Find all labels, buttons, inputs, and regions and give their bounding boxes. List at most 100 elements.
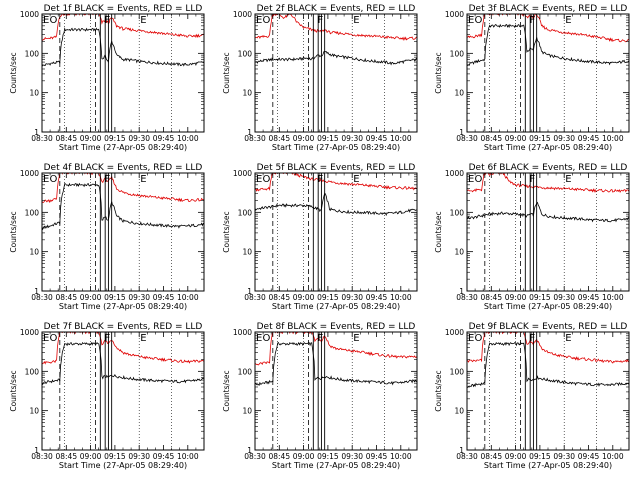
y-tick-label: 100 [238, 367, 253, 376]
panel-title: Det 3f BLACK = Events, RED = LLD [469, 4, 628, 14]
events-line [467, 23, 629, 66]
lld-line [255, 14, 417, 41]
x-tick-label: 09:30 [553, 293, 575, 302]
region-marker: E [256, 174, 262, 185]
region-marker: F [105, 174, 111, 185]
region-marker: E [140, 333, 146, 344]
x-tick-label: 09:00 [80, 134, 102, 143]
x-tick-label: 10:00 [602, 134, 624, 143]
y-tick-label: 100 [25, 208, 40, 217]
x-tick-label: 08:45 [480, 293, 502, 302]
x-tick-label: 09:00 [293, 134, 315, 143]
y-axis-label: Counts/sec [222, 211, 231, 252]
series-group [42, 332, 204, 386]
y-axis-label: Counts/sec [434, 52, 443, 93]
series-group [255, 332, 417, 386]
region-marker: O [49, 15, 57, 26]
x-tick-label: 09:45 [153, 452, 175, 461]
x-tick-label: 09:00 [293, 452, 315, 461]
x-tick-label: 08:30 [456, 452, 478, 461]
x-tick-label: 10:00 [390, 452, 412, 461]
y-axis-label: Counts/sec [434, 211, 443, 252]
x-tick-label: 09:15 [529, 134, 551, 143]
region-marker: O [262, 174, 270, 185]
region-marker: F [530, 333, 536, 344]
y-tick-label: 10 [454, 248, 464, 257]
region-marker: E [353, 15, 359, 26]
x-tick-label: 09:15 [104, 293, 126, 302]
x-tick-label: 10:00 [390, 293, 412, 302]
x-tick-label: 09:00 [505, 293, 527, 302]
x-tick-label: 08:30 [244, 134, 266, 143]
panel-title: Det 9f BLACK = Events, RED = LLD [469, 322, 628, 332]
detector-panel: Det 9f BLACK = Events, RED = LLD 1 10 100 10… [434, 322, 630, 470]
x-tick-label: 09:00 [505, 452, 527, 461]
plot-frame [466, 331, 630, 451]
series-group [467, 14, 629, 66]
y-tick-label: 1000 [233, 328, 252, 337]
detector-panel: Det 2f BLACK = Events, RED = LLD 1 10 100 10… [222, 4, 418, 152]
x-axis-label: Start Time (27-Apr-05 08:29:40) [484, 143, 612, 152]
region-marker: O [262, 333, 270, 344]
region-marker: O [49, 333, 57, 344]
region-marker: F [318, 174, 324, 185]
series-group [467, 332, 629, 388]
x-tick-label: 08:45 [480, 134, 502, 143]
events-line [42, 182, 204, 231]
plot-frame [41, 13, 205, 133]
panel-title: Det 6f BLACK = Events, RED = LLD [469, 163, 628, 173]
panel-title: Det 1f BLACK = Events, RED = LLD [44, 4, 203, 14]
x-axis-label: Start Time (27-Apr-05 08:29:40) [484, 302, 612, 311]
x-tick-label: 08:45 [268, 452, 290, 461]
x-tick-label: 09:45 [366, 293, 388, 302]
region-marker: E [353, 174, 359, 185]
x-tick-label: 10:00 [602, 293, 624, 302]
x-tick-label: 08:45 [268, 293, 290, 302]
x-tick-label: 08:45 [55, 293, 77, 302]
x-tick-label: 09:30 [553, 452, 575, 461]
x-tick-label: 08:30 [31, 134, 53, 143]
x-tick-label: 08:30 [31, 452, 53, 461]
x-tick-label: 09:15 [529, 293, 551, 302]
y-axis-label: Counts/sec [9, 370, 18, 411]
region-marker: E [256, 333, 262, 344]
x-tick-label: 10:00 [177, 134, 199, 143]
plot-frame [41, 331, 205, 451]
x-tick-label: 09:30 [128, 452, 150, 461]
x-axis-label: Start Time (27-Apr-05 08:29:40) [484, 461, 612, 470]
y-tick-label: 1 [34, 128, 39, 137]
lld-line [255, 173, 417, 192]
y-axis-label: Counts/sec [222, 370, 231, 411]
events-line [467, 341, 629, 388]
region-marker: F [318, 15, 324, 26]
y-tick-label: 100 [450, 367, 465, 376]
x-tick-label: 09:30 [341, 293, 363, 302]
region-marker: E [565, 15, 571, 26]
y-tick-label: 1000 [20, 169, 39, 178]
events-line [255, 50, 417, 66]
y-axis-label: Counts/sec [434, 370, 443, 411]
x-tick-label: 09:45 [578, 293, 600, 302]
series-group [42, 14, 204, 67]
series-group [255, 173, 417, 217]
x-tick-label: 10:00 [602, 452, 624, 461]
y-tick-label: 100 [25, 49, 40, 58]
x-tick-label: 09:45 [366, 452, 388, 461]
region-marker: O [474, 174, 482, 185]
region-marker: E [43, 15, 49, 26]
x-tick-label: 08:30 [244, 293, 266, 302]
x-tick-label: 09:30 [341, 134, 363, 143]
region-marker: E [468, 174, 474, 185]
x-tick-label: 08:45 [268, 134, 290, 143]
y-tick-label: 100 [238, 208, 253, 217]
y-tick-label: 1000 [445, 169, 464, 178]
region-marker: E [468, 333, 474, 344]
y-tick-label: 1 [459, 287, 464, 296]
region-marker: F [105, 15, 111, 26]
x-tick-label: 09:15 [317, 293, 339, 302]
panel-title: Det 2f BLACK = Events, RED = LLD [257, 4, 416, 14]
y-tick-label: 10 [242, 89, 252, 98]
x-tick-label: 09:15 [104, 452, 126, 461]
lld-line [467, 173, 629, 194]
x-tick-label: 09:15 [529, 452, 551, 461]
